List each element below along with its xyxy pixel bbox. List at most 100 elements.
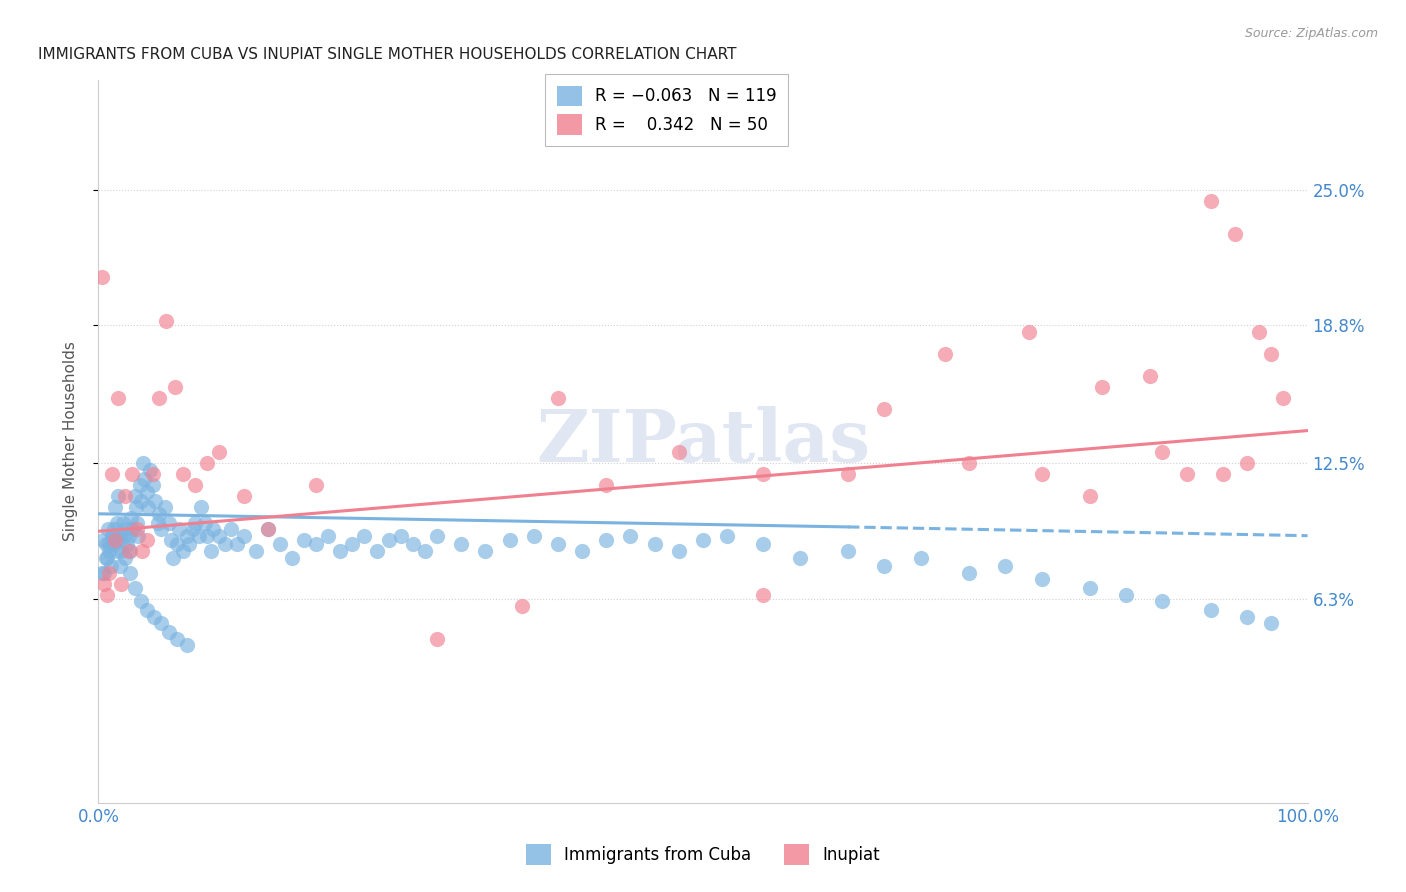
Point bbox=[668, 445, 690, 459]
Point bbox=[114, 550, 136, 565]
Point bbox=[112, 529, 135, 543]
Point bbox=[752, 467, 775, 482]
Point bbox=[104, 533, 127, 547]
Point bbox=[523, 529, 546, 543]
Point bbox=[547, 391, 569, 405]
Point bbox=[752, 537, 775, 551]
Point bbox=[474, 544, 496, 558]
Point bbox=[94, 550, 117, 565]
Point bbox=[256, 522, 278, 536]
Point bbox=[157, 625, 180, 640]
Point bbox=[595, 478, 617, 492]
Point bbox=[125, 500, 148, 515]
Point bbox=[94, 537, 117, 551]
Point bbox=[98, 537, 121, 551]
Point bbox=[187, 529, 209, 543]
Point bbox=[1078, 581, 1101, 595]
Point bbox=[692, 533, 714, 547]
Point bbox=[176, 529, 198, 543]
Point bbox=[101, 529, 124, 543]
Point bbox=[108, 529, 131, 543]
Point bbox=[1212, 467, 1234, 482]
Point bbox=[166, 537, 188, 551]
Legend: Immigrants from Cuba, Inupiat: Immigrants from Cuba, Inupiat bbox=[516, 834, 890, 875]
Point bbox=[1031, 467, 1053, 482]
Point bbox=[426, 632, 449, 646]
Point bbox=[163, 380, 186, 394]
Point bbox=[413, 544, 436, 558]
Point bbox=[120, 511, 142, 525]
Point bbox=[873, 401, 896, 416]
Point bbox=[110, 544, 132, 558]
Point bbox=[957, 566, 980, 580]
Point bbox=[127, 516, 149, 530]
Point bbox=[118, 529, 141, 543]
Point bbox=[377, 533, 399, 547]
Point bbox=[837, 467, 859, 482]
Point bbox=[837, 544, 859, 558]
Point bbox=[101, 537, 124, 551]
Point bbox=[245, 544, 267, 558]
Point bbox=[716, 529, 738, 543]
Point bbox=[226, 537, 249, 551]
Point bbox=[155, 314, 177, 328]
Point bbox=[389, 529, 412, 543]
Point bbox=[118, 566, 141, 580]
Point bbox=[342, 537, 364, 551]
Point bbox=[124, 581, 146, 595]
Point bbox=[1199, 603, 1222, 617]
Point bbox=[143, 609, 166, 624]
Point bbox=[98, 544, 121, 558]
Point bbox=[1018, 325, 1040, 339]
Point bbox=[595, 533, 617, 547]
Point bbox=[1199, 194, 1222, 208]
Point bbox=[366, 544, 388, 558]
Point bbox=[221, 522, 243, 536]
Point bbox=[910, 550, 932, 565]
Point bbox=[176, 638, 198, 652]
Point bbox=[134, 472, 156, 486]
Point bbox=[1175, 467, 1198, 482]
Point bbox=[1223, 227, 1246, 241]
Point bbox=[547, 537, 569, 551]
Point bbox=[124, 489, 146, 503]
Point bbox=[1152, 445, 1174, 459]
Point bbox=[111, 516, 134, 530]
Point bbox=[114, 522, 136, 536]
Point bbox=[450, 537, 472, 551]
Point bbox=[100, 467, 122, 482]
Point bbox=[143, 493, 166, 508]
Point bbox=[329, 544, 352, 558]
Point bbox=[148, 507, 170, 521]
Legend: R = −0.063   N = 119, R =    0.342   N = 50: R = −0.063 N = 119, R = 0.342 N = 50 bbox=[546, 74, 789, 146]
Point bbox=[179, 537, 201, 551]
Point bbox=[184, 516, 207, 530]
Point bbox=[195, 457, 218, 471]
Point bbox=[127, 522, 149, 536]
Point bbox=[169, 522, 191, 536]
Point bbox=[619, 529, 641, 543]
Point bbox=[426, 529, 449, 543]
Point bbox=[190, 500, 212, 515]
Point bbox=[117, 537, 139, 551]
Point bbox=[157, 516, 180, 530]
Point bbox=[752, 588, 775, 602]
Point bbox=[160, 533, 183, 547]
Point bbox=[214, 537, 236, 551]
Point bbox=[208, 445, 231, 459]
Point bbox=[184, 478, 207, 492]
Point bbox=[1236, 609, 1258, 624]
Point bbox=[108, 559, 131, 574]
Point bbox=[1115, 588, 1137, 602]
Point bbox=[934, 347, 956, 361]
Point bbox=[305, 478, 328, 492]
Point bbox=[91, 533, 114, 547]
Point bbox=[108, 533, 131, 547]
Point bbox=[142, 467, 165, 482]
Y-axis label: Single Mother Households: Single Mother Households bbox=[63, 342, 77, 541]
Point bbox=[1260, 347, 1282, 361]
Point bbox=[202, 522, 225, 536]
Point bbox=[121, 522, 143, 536]
Point bbox=[105, 516, 128, 530]
Point bbox=[1260, 616, 1282, 631]
